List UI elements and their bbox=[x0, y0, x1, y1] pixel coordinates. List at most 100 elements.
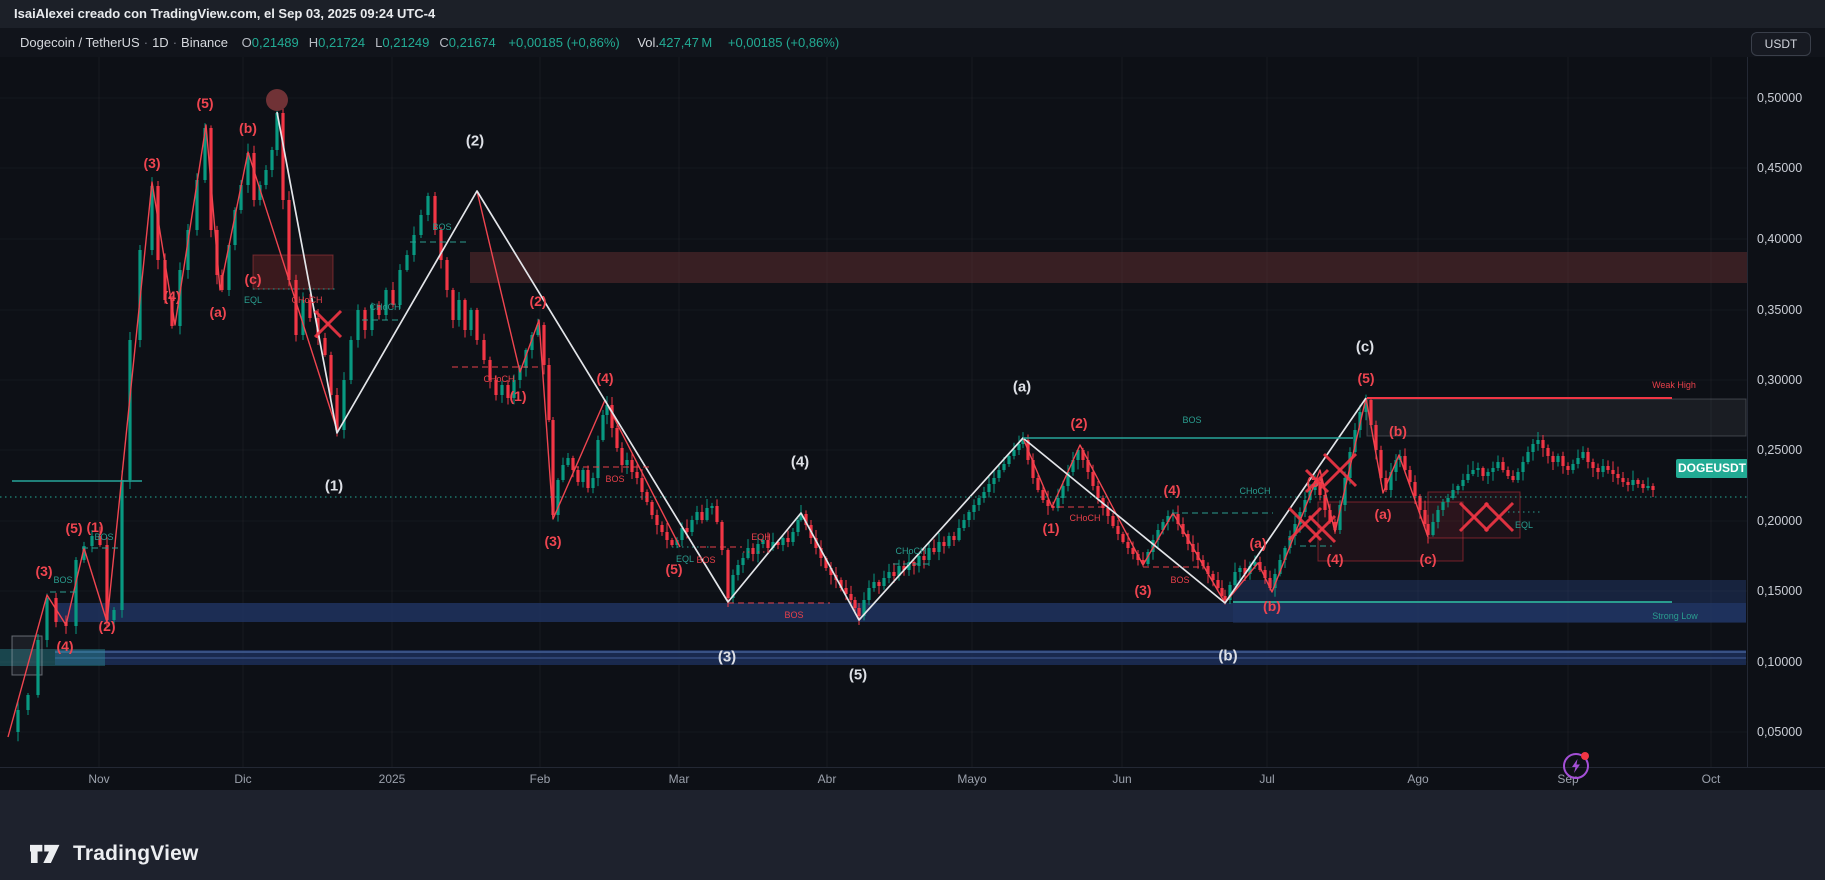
top-circle-marker bbox=[266, 89, 288, 111]
separator-dot: · bbox=[172, 35, 178, 50]
price-tick-label: 0,05000 bbox=[1757, 725, 1803, 739]
smc-teal-label: CHoCH bbox=[895, 546, 926, 556]
symbol-toolbar: Dogecoin / TetherUS · 1D · Binance O0,21489 H… bbox=[0, 28, 1825, 58]
red-wave-label: (5) bbox=[1357, 370, 1374, 386]
price-chart-svg: (1)(2)(3)(4)(5)(a)(b)(c)(3)(4)(5) (1)(2)(… bbox=[0, 57, 1747, 767]
choch-box-topleft bbox=[252, 254, 334, 290]
change-value: +0,00185 (+0,86%) bbox=[508, 35, 620, 50]
x-mark bbox=[1322, 452, 1358, 488]
red-wave-label: (c) bbox=[1419, 551, 1436, 567]
timeframe-label[interactable]: 1D bbox=[152, 35, 169, 50]
x-mark bbox=[1287, 506, 1323, 542]
red-wave-label: (4) bbox=[56, 638, 73, 654]
smc-red-label: BOS bbox=[1170, 575, 1189, 585]
chart-canvas[interactable]: (1) (2) (3) (4) (5) (a) (b) (c) (3) (4) (5) (1) (2)(… bbox=[0, 57, 1747, 767]
currency-toggle-button[interactable]: USDT bbox=[1751, 32, 1811, 56]
red-wave-label: (c) bbox=[244, 271, 261, 287]
red-wave-label: (3) bbox=[544, 533, 561, 549]
price-axis[interactable]: 0,50000 0,45000 0,40000 0,35000 0,30000 0,250… bbox=[1747, 57, 1825, 767]
x-mark bbox=[313, 309, 343, 339]
red-wave-label: (1) bbox=[509, 388, 526, 404]
white-wave-label: (3) bbox=[718, 648, 736, 665]
ohlc-value: 0,21489 bbox=[251, 35, 299, 50]
red-wave-label: (4) bbox=[596, 370, 613, 386]
ohlc-values: O0,21489 H0,21724 L0,21249 C0,21674 bbox=[232, 35, 496, 50]
smc-teal-label: Strong Low bbox=[1652, 611, 1698, 621]
smc-teal-label: EQL bbox=[244, 295, 262, 305]
x-mark bbox=[1458, 501, 1490, 533]
ohlc-letter: H bbox=[308, 35, 319, 50]
red-wave-label: (4) bbox=[1326, 551, 1343, 567]
time-tick-label: Jul bbox=[1259, 772, 1275, 786]
symbol-price-tag: DOGEUSDT bbox=[1676, 459, 1748, 478]
red-wave-label: (3) bbox=[35, 563, 52, 579]
smc-red-label: CHoCH bbox=[1069, 513, 1100, 523]
red-wave-label: (4) bbox=[163, 288, 180, 304]
smc-teal-label: BOS bbox=[432, 222, 451, 232]
ohlc-value: 0,21249 bbox=[382, 35, 430, 50]
white-wave-label: (c) bbox=[1356, 338, 1374, 355]
smc-teal-label: EQL bbox=[1515, 520, 1533, 530]
white-wave-label: (5) bbox=[849, 666, 867, 683]
price-tick-label: 0,10000 bbox=[1757, 655, 1803, 669]
red-wave-label: (a) bbox=[1374, 506, 1391, 522]
red-wave-path-b bbox=[476, 190, 681, 548]
price-tick-label: 0,40000 bbox=[1757, 232, 1803, 246]
white-wave-label: (b) bbox=[1218, 647, 1237, 664]
smc-red-label: BOS bbox=[696, 555, 715, 565]
red-wave-label: (a) bbox=[209, 304, 226, 320]
price-tick-label: 0,15000 bbox=[1757, 584, 1803, 598]
support-band-1 bbox=[55, 603, 1746, 622]
time-tick-label: Feb bbox=[529, 772, 551, 786]
magic-ai-button[interactable] bbox=[1563, 752, 1589, 779]
time-tick-label: Dic bbox=[234, 772, 252, 786]
red-wave-path-c bbox=[1022, 437, 1226, 604]
red-wave-label: (5) bbox=[665, 561, 682, 577]
price-tick-label: 0,20000 bbox=[1757, 514, 1803, 528]
time-tick-label: Oct bbox=[1701, 772, 1721, 786]
symbol-title[interactable]: Dogecoin / TetherUS bbox=[20, 35, 140, 50]
red-wave-label: (b) bbox=[1389, 423, 1407, 439]
white-wave-label: (4) bbox=[791, 453, 809, 470]
time-tick-label: Abr bbox=[817, 772, 837, 786]
smc-teal-label: BOS bbox=[1182, 415, 1201, 425]
smc-red-label: CHoCH bbox=[483, 374, 514, 384]
red-wave-label: (4) bbox=[1163, 482, 1180, 498]
ohlc-letter: C bbox=[439, 35, 449, 50]
price-tick-label: 0,45000 bbox=[1757, 161, 1803, 175]
red-wave-label: (1) bbox=[1042, 520, 1059, 536]
smc-red-label: CHoCH bbox=[291, 295, 322, 305]
smc-teal-label: BOS bbox=[94, 532, 113, 542]
red-wave-label: (5) bbox=[65, 520, 82, 536]
time-tick-label: Jun bbox=[1112, 772, 1132, 786]
red-wave-label: (1) bbox=[86, 519, 103, 535]
volume-label: Vol. bbox=[637, 35, 660, 50]
white-wave-label: (a) bbox=[1013, 378, 1031, 395]
exchange-label: Binance bbox=[181, 35, 229, 50]
support-band-2-stripe-a bbox=[55, 651, 1746, 653]
red-wave-label: (3) bbox=[1134, 582, 1151, 598]
separator-dot: · bbox=[143, 35, 149, 50]
smc-red-label: Weak High bbox=[1652, 380, 1696, 390]
tradingview-logo-text: TradingView bbox=[73, 842, 199, 865]
smc-red-label: EQH bbox=[751, 532, 771, 542]
time-tick-label: Nov bbox=[88, 772, 110, 786]
red-wave-label: (2) bbox=[1070, 415, 1087, 431]
red-wave-label: (2) bbox=[98, 618, 115, 634]
time-axis[interactable]: Nov Dic 2025 Feb Mar Abr Mayo Jun Jul Ago Sep Oct bbox=[0, 767, 1825, 790]
red-wave-label: (a) bbox=[1249, 535, 1266, 551]
time-tick-label: 2025 bbox=[378, 772, 406, 786]
red-wave-label: (b) bbox=[239, 120, 257, 136]
volume-change-value: +0,00185 (+0,86%) bbox=[727, 35, 840, 50]
attribution-text: IsaiAlexei creado con TradingView.com, e… bbox=[14, 6, 436, 21]
time-tick-label: Ago bbox=[1407, 772, 1429, 786]
support-band-2-stripe-b bbox=[55, 657, 1746, 659]
tradingview-logo[interactable]: TradingView bbox=[30, 842, 199, 866]
time-tick-label: Mayo bbox=[957, 772, 987, 786]
ohlc-value: 0,21724 bbox=[318, 35, 366, 50]
x-mark bbox=[1304, 468, 1330, 494]
teal-zone-left bbox=[0, 649, 105, 666]
attribution-bar: IsaiAlexei creado con TradingView.com, e… bbox=[0, 0, 1825, 28]
smc-teal-label: EQL bbox=[676, 554, 694, 564]
support-band-2 bbox=[55, 650, 1746, 665]
